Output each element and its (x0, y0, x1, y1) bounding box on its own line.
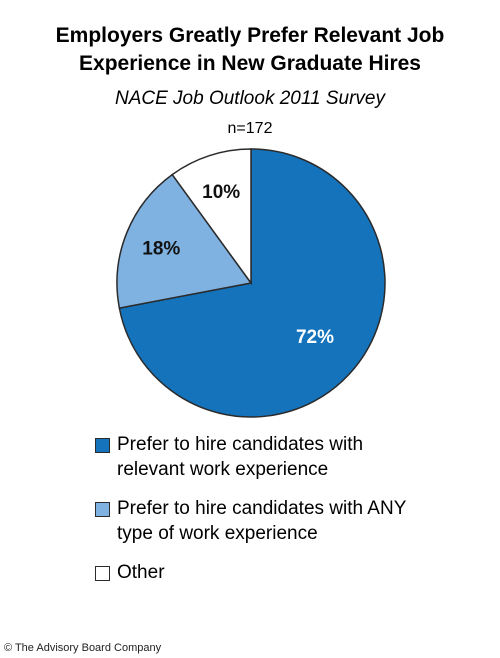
legend-label-any: Prefer to hire candidates with ANY type … (117, 498, 407, 544)
pie-slice-label-any: 18% (142, 238, 180, 259)
legend-swatch-other (95, 566, 110, 581)
copyright-footer: © The Advisory Board Company (4, 642, 162, 654)
chart-title-line-1: Employers Greatly Prefer Relevant Job (55, 24, 445, 47)
chart-subtitle: NACE Job Outlook 2011 Survey (114, 88, 385, 109)
pie-slice-relevant (118, 148, 386, 418)
sample-size-label: n=172 (227, 120, 273, 137)
legend-item-any: Prefer to hire candidates with ANY type … (95, 496, 475, 546)
pie-slice-any (116, 173, 253, 309)
legend-label-relevant: Prefer to hire candidates with relevant … (117, 434, 364, 480)
legend-item-other: Other (95, 560, 475, 585)
chart-title-line-2: Experience in New Graduate Hires (79, 52, 421, 75)
legend-label-other: Other (117, 562, 165, 583)
chart-legend: Prefer to hire candidates with relevant … (95, 432, 475, 599)
pie-slice-label-other: 10% (202, 182, 240, 203)
legend-swatch-any (95, 502, 110, 517)
pie-slice-label-relevant: 72% (296, 327, 334, 348)
legend-swatch-relevant (95, 438, 110, 453)
pie-slice-other (171, 148, 252, 286)
chart-title: Employers Greatly Prefer Relevant Job Ex… (0, 22, 500, 78)
legend-item-relevant: Prefer to hire candidates with relevant … (95, 432, 475, 482)
pie-chart: 72% 18% 10% (116, 148, 386, 418)
